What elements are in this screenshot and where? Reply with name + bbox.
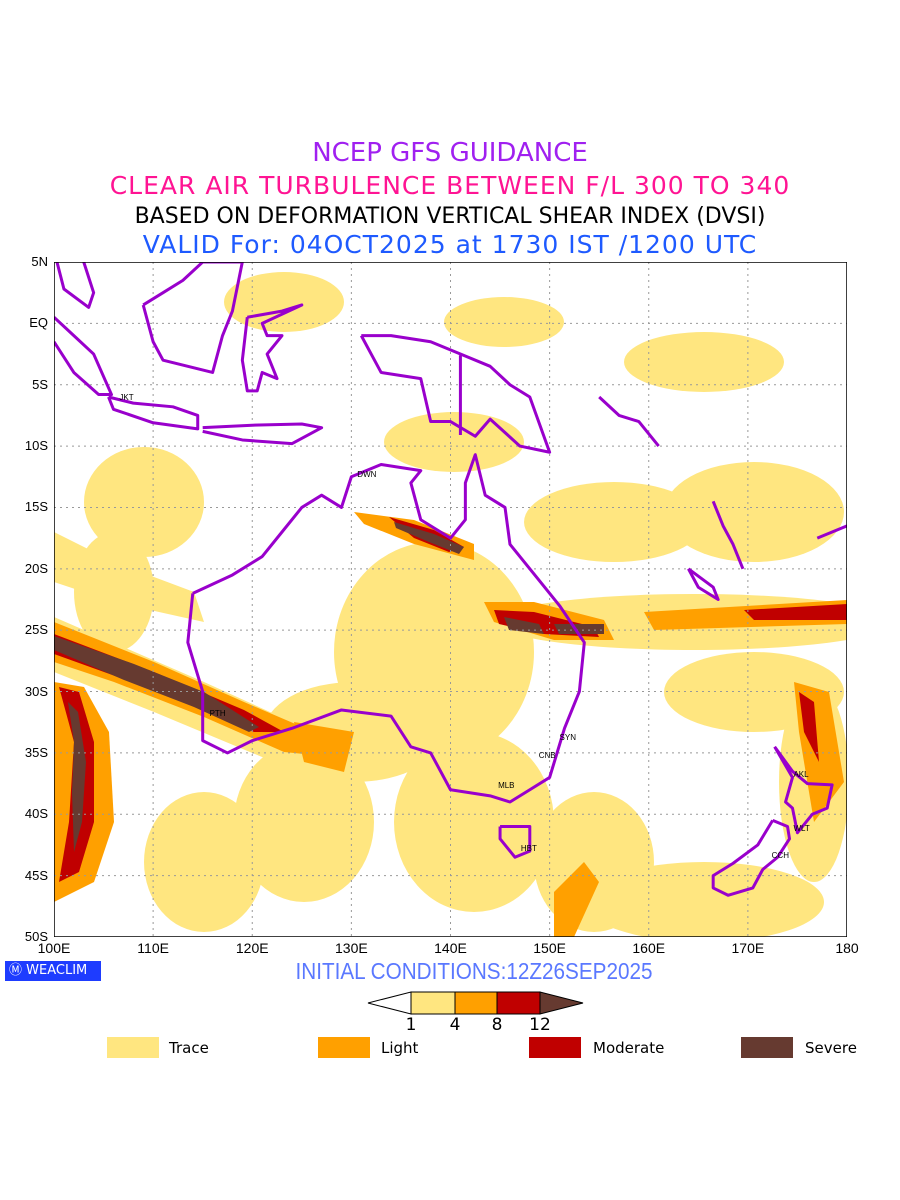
brand-name: WEACLIM <box>26 963 88 978</box>
coastline-borneo <box>141 262 244 374</box>
lat-lon-grid <box>54 262 847 937</box>
station-label-cnb: CNB <box>538 750 556 760</box>
legend-label-trace: Trace <box>169 1039 209 1057</box>
coastline-sulawesi <box>240 303 304 393</box>
legend-swatch-moderate <box>529 1037 581 1058</box>
coastline-solomons <box>598 395 660 448</box>
initial-conditions: INITIAL CONDITIONS:12Z26SEP2025 <box>295 958 653 984</box>
coastline-malaya <box>55 262 96 309</box>
longitude-label: 110E <box>137 940 169 956</box>
latitude-label: 25S <box>24 622 48 638</box>
title-valid-time: VALID For: 04OCT2025 at 1730 IST /1200 U… <box>142 230 758 259</box>
station-label-cch: CCH <box>771 851 789 861</box>
colorbar-moderate <box>496 991 541 1015</box>
station-label-syn: SYN <box>559 733 576 743</box>
longitude-label: 170E <box>731 940 765 956</box>
colorbar <box>367 991 584 1015</box>
colorbar-tick: 12 <box>529 1015 551 1035</box>
latitude-label: 5S <box>32 376 48 392</box>
latitude-label: 30S <box>24 683 48 699</box>
colorbar-trace <box>410 991 456 1015</box>
station-label-wlt: WLT <box>793 824 810 834</box>
coastline-australia <box>186 453 586 804</box>
coastline-nusa <box>202 422 324 446</box>
longitude-label: 160E <box>632 940 666 956</box>
colorbar-light <box>454 991 498 1015</box>
station-label-pth: PTH <box>209 708 226 718</box>
longitude-label: 150E <box>533 940 566 956</box>
legend-swatch-trace <box>107 1037 159 1058</box>
legend-swatch-severe <box>741 1037 793 1058</box>
coastline-tasmania <box>498 825 532 859</box>
colorbar-tick: 1 <box>405 1015 417 1035</box>
latitude-label: 10S <box>24 438 48 454</box>
station-label-mlb: MLB <box>498 781 515 791</box>
coastline-nz-north <box>773 745 834 835</box>
coastline-fiji <box>816 524 847 540</box>
map-panel <box>54 262 847 937</box>
station-label-jkt: JKT <box>119 393 134 403</box>
coastline-nz-south <box>711 819 792 897</box>
legend-label-severe: Severe <box>805 1039 857 1057</box>
coastline-sumatra <box>54 316 113 397</box>
coastline-new-guinea <box>359 334 552 454</box>
coastline-vanuatu <box>711 500 745 570</box>
legend-swatch-light <box>318 1037 370 1058</box>
weaclim-logo: Ⓜ WEACLIM <box>5 961 101 981</box>
colorbar-tick: 4 <box>449 1015 461 1035</box>
longitude-label: 130E <box>335 940 368 956</box>
longitude-label: 140E <box>434 940 467 956</box>
colorbar-below-1 <box>367 991 412 1015</box>
legend-label-moderate: Moderate <box>593 1039 665 1057</box>
latitude-label: 15S <box>24 499 48 515</box>
station-label-dwn: DWN <box>357 469 377 479</box>
turbulence-shading <box>54 272 847 937</box>
latitude-label: 45S <box>24 867 48 883</box>
station-label-akl: AKL <box>793 770 809 780</box>
coastline-java <box>107 395 200 431</box>
latitude-label: 50S <box>24 929 48 944</box>
title-parameter: CLEAR AIR TURBULENCE BETWEEN F/L 300 TO … <box>109 171 791 200</box>
latitude-label: EQ <box>29 315 48 331</box>
longitude-label: 180 <box>835 940 859 956</box>
longitude-label: 100E <box>37 940 71 956</box>
colorbar-tick: 8 <box>491 1015 503 1035</box>
latitude-label: 20S <box>24 560 48 576</box>
station-label-hbt: HBT <box>520 843 537 853</box>
latitude-label: 5N <box>31 254 48 269</box>
coastline-new-caledonia <box>687 567 720 601</box>
coastlines <box>54 262 847 897</box>
longitude-label: 120E <box>235 940 269 956</box>
title-product: NCEP GFS GUIDANCE <box>312 138 588 168</box>
latitude-label: 40S <box>24 806 48 822</box>
title-method: BASED ON DEFORMATION VERTICAL SHEAR INDE… <box>134 204 766 229</box>
colorbar-severe <box>539 991 584 1015</box>
legend-label-light: Light <box>381 1039 419 1057</box>
latitude-label: 35S <box>24 744 48 760</box>
